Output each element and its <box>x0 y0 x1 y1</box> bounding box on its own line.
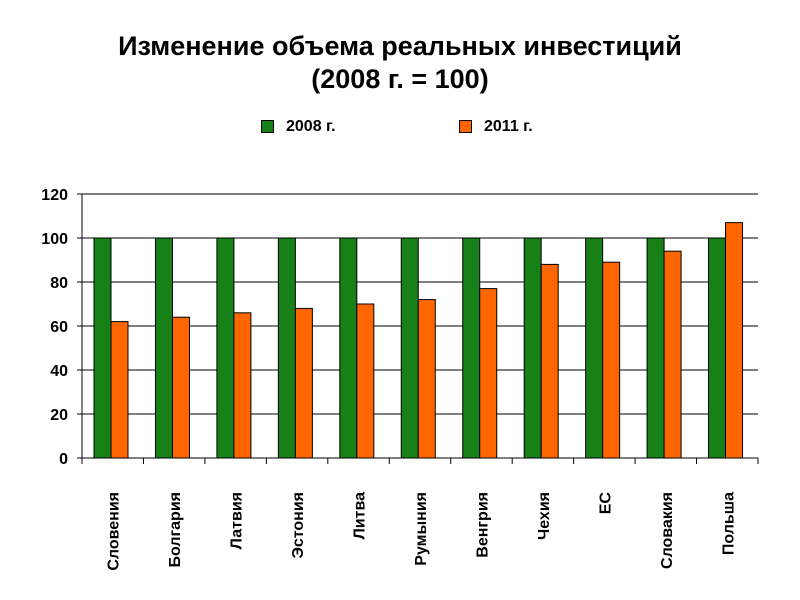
bar-2008 <box>585 237 604 459</box>
bar-2011 <box>602 261 621 459</box>
bar-2008 <box>462 237 481 459</box>
bar-2008 <box>400 237 419 459</box>
x-tick-label: Польша <box>720 492 737 555</box>
bar-2011 <box>356 303 375 459</box>
chart-legend: 2008 г. 2011 г. <box>0 117 800 139</box>
bar-2011 <box>171 316 190 459</box>
bar-2008 <box>646 237 665 459</box>
bar-2008 <box>154 237 173 459</box>
bar-2008 <box>708 237 727 459</box>
y-tick-label: 120 <box>41 187 68 204</box>
legend-label-2008: 2008 г. <box>286 118 336 135</box>
bar-2011 <box>233 312 252 459</box>
bar-2011 <box>417 299 436 459</box>
x-tick-label: Румыния <box>413 492 430 566</box>
bar-2008 <box>339 237 358 459</box>
bar-2008 <box>523 237 542 459</box>
bar-2011 <box>725 222 744 459</box>
legend-swatch-2008 <box>261 120 274 133</box>
chart-title-line1: Изменение объема реальных инвестиций <box>118 31 682 61</box>
legend-label-2011: 2011 г. <box>484 118 533 135</box>
x-tick-label: Болгария <box>167 492 184 568</box>
chart-title-line2: (2008 г. = 100) <box>311 64 489 94</box>
y-tick-label: 0 <box>59 451 68 468</box>
y-tick-label: 100 <box>41 231 68 248</box>
y-tick-label: 60 <box>50 319 68 336</box>
bar-2011 <box>110 321 129 459</box>
bar-2011 <box>294 307 313 459</box>
x-tick-label: Эстония <box>290 492 307 559</box>
chart-title: Изменение объема реальных инвестиций (20… <box>0 30 800 96</box>
y-tick-label: 20 <box>50 407 68 424</box>
y-tick-label: 40 <box>50 363 68 380</box>
x-tick-label: Словения <box>106 492 123 571</box>
bar-2011 <box>540 263 559 459</box>
x-tick-label: ЕС <box>597 492 614 515</box>
x-tick-label: Литва <box>352 492 369 540</box>
x-tick-label: Словакия <box>659 492 676 569</box>
y-tick-label: 80 <box>50 275 68 292</box>
bar-2008 <box>216 237 235 459</box>
x-tick-label: Чехия <box>536 492 553 540</box>
bar-2008 <box>277 237 296 459</box>
x-tick-label: Латвия <box>229 492 246 549</box>
bar-2011 <box>663 250 682 459</box>
x-tick-label: Венгрия <box>474 492 491 558</box>
legend-swatch-2011 <box>459 120 472 133</box>
bar-2008 <box>93 237 112 459</box>
bar-2011 <box>479 288 498 459</box>
